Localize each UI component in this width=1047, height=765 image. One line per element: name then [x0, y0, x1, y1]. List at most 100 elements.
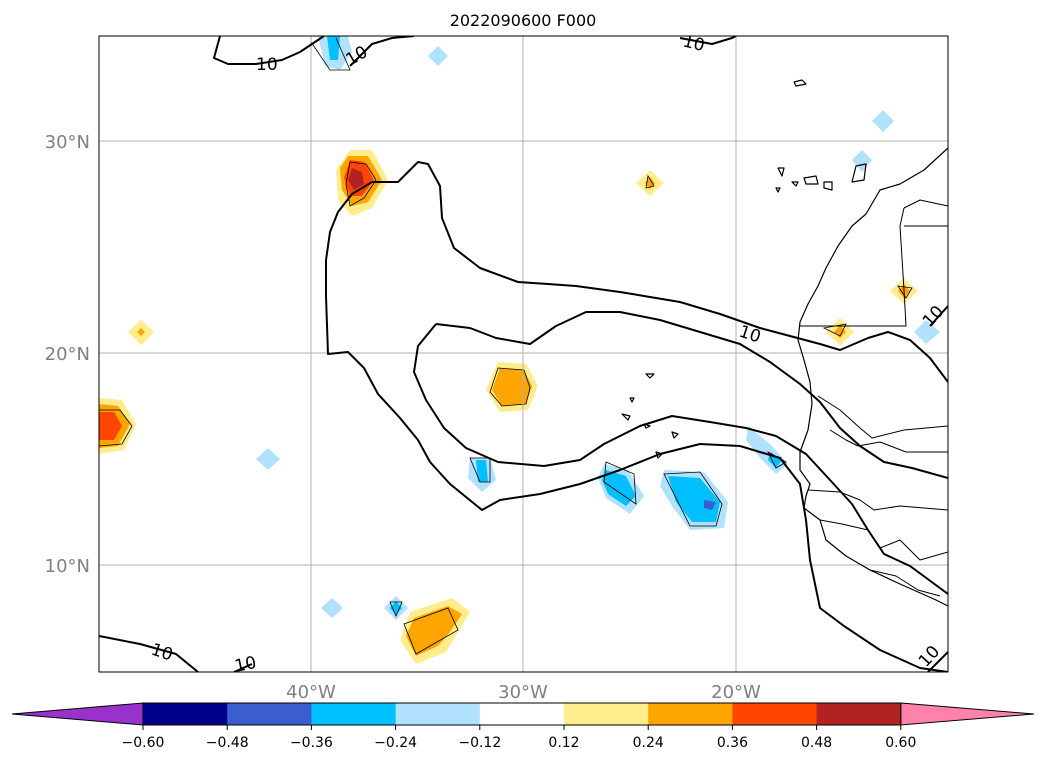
colorbar-tick-label: −0.36	[290, 735, 333, 751]
island	[629, 397, 635, 403]
colorbar-tick-label: 0.36	[717, 735, 748, 751]
border-line	[800, 207, 907, 327]
anomaly-fill	[321, 598, 343, 618]
border-line	[869, 569, 941, 597]
africa-coast	[797, 147, 948, 607]
contour-labels: 10 10 10 10 10 10 10 10	[148, 31, 948, 677]
island	[645, 373, 655, 379]
contour-line	[325, 181, 948, 672]
border-line	[903, 199, 948, 209]
colorbar-outline	[142, 702, 902, 726]
anomaly-fill	[256, 448, 280, 470]
colorbar-segment	[311, 703, 397, 725]
contour-line	[927, 651, 948, 672]
anomaly-fill	[492, 368, 532, 406]
anomaly-fill	[327, 36, 340, 60]
island	[823, 181, 833, 191]
anomaly-fill	[137, 328, 145, 336]
colorbar-segment	[564, 703, 649, 725]
colorbar-segment	[395, 703, 481, 725]
colorbar-extend-low	[11, 702, 144, 726]
anomaly-fill	[704, 500, 716, 510]
anomaly-fills	[99, 36, 940, 664]
contour-line	[413, 323, 948, 595]
island	[775, 187, 781, 193]
border-line	[807, 489, 948, 511]
colorbar-segment	[227, 703, 312, 725]
contour-label: 10	[681, 31, 707, 56]
colorbar-tick-label: −0.48	[206, 735, 249, 751]
contour-line	[372, 161, 948, 383]
anomaly-fill	[602, 470, 636, 506]
anomaly-fill	[852, 150, 872, 172]
anomaly-outline	[389, 601, 403, 618]
colorbar-tick-label: 0.60	[885, 735, 916, 751]
anomaly-fill	[348, 168, 364, 190]
anomaly-outline	[403, 607, 459, 655]
contour-line	[435, 311, 948, 479]
contour-line	[213, 36, 325, 65]
lon-label-30w: 30°W	[498, 682, 548, 703]
lat-label-20n: 20°N	[45, 344, 90, 365]
colorbar-tick-label: 0.24	[633, 735, 664, 751]
graticule	[99, 36, 948, 672]
island	[643, 423, 651, 429]
island	[671, 431, 679, 439]
anomaly-fill	[914, 320, 940, 344]
island	[851, 163, 867, 183]
contour-line	[679, 36, 737, 45]
contour-line	[233, 663, 253, 672]
island	[803, 175, 819, 185]
anomaly-fill	[476, 460, 488, 482]
colorbar-segment	[648, 703, 733, 725]
anomaly-outline	[489, 367, 531, 407]
plot-frame	[98, 35, 949, 673]
map-title: 2022090600 F000	[450, 11, 597, 30]
colorbar-tick-label: 0.48	[801, 735, 832, 751]
colorbar-segment	[816, 703, 902, 725]
latitude-labels: 30°N 20°N 10°N	[45, 132, 90, 577]
anomaly-fill	[390, 601, 402, 615]
contour-line	[929, 305, 948, 327]
colorbar-tick-label: −0.24	[374, 735, 417, 751]
colorbar: −0.60 −0.48 −0.36 −0.24 −0.12 0.12 0.24 0.36 0.4…	[11, 702, 1035, 751]
anomaly-outline	[310, 37, 351, 71]
island	[777, 167, 785, 177]
island	[791, 181, 799, 187]
colorbar-segment	[732, 703, 818, 725]
colorbar-extend-high	[900, 702, 1035, 726]
border-line	[829, 429, 948, 453]
contour-lines	[99, 36, 948, 672]
anomaly-fill	[99, 412, 122, 440]
lon-label-40w: 40°W	[286, 682, 336, 703]
colorbar-segment	[143, 703, 228, 725]
contour-label: 10	[233, 653, 258, 677]
anomaly-fill	[872, 110, 894, 132]
anomaly-outline	[469, 457, 491, 483]
coastlines	[621, 79, 948, 607]
contour-line	[99, 635, 199, 672]
plot-area: 10 10 10 10 10 10 10 10	[99, 31, 948, 677]
island	[655, 451, 663, 459]
anomaly-outline	[345, 161, 377, 207]
anomaly-outline	[663, 471, 723, 527]
colorbar-tick-label: 0.12	[548, 735, 579, 751]
contour-label: 10	[256, 55, 278, 75]
lon-label-20w: 20°W	[711, 682, 761, 703]
island	[621, 413, 631, 421]
colorbar-tick-label: −0.60	[122, 735, 165, 751]
anomaly-outlines	[99, 37, 913, 655]
anomaly-outline	[645, 174, 655, 189]
lat-label-30n: 30°N	[45, 132, 90, 153]
anomaly-outline	[99, 409, 133, 447]
contour-line	[349, 36, 415, 67]
anomaly-outline	[897, 285, 913, 299]
lat-label-10n: 10°N	[45, 556, 90, 577]
border-line	[817, 395, 948, 439]
island	[793, 79, 807, 87]
anomaly-fill	[428, 46, 448, 66]
border-line	[819, 519, 948, 561]
colorbar-segment	[479, 703, 565, 725]
longitude-labels: 40°W 30°W 20°W	[286, 682, 761, 703]
